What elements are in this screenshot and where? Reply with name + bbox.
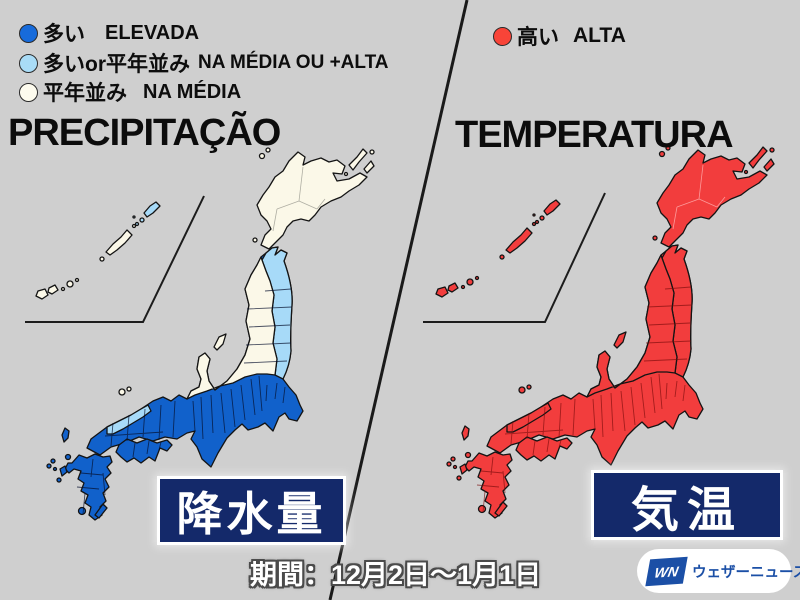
legend-label-latin: ALTA bbox=[573, 24, 626, 47]
legend-dot-light-blue bbox=[19, 53, 38, 73]
weathernews-logo-mark-icon: WN bbox=[645, 556, 688, 586]
legend-label-jp: 平年並み bbox=[43, 82, 127, 105]
legend-dot-white bbox=[19, 82, 38, 102]
legend-label-jp: 多い bbox=[43, 23, 85, 46]
legend-row-high: 高い ALTA bbox=[493, 24, 626, 49]
legend-label-latin: NA MÉDIA bbox=[143, 80, 242, 103]
okinawa-inset-frame-right bbox=[423, 192, 606, 323]
legend-row-normal: 平年並み NA MÉDIA bbox=[19, 80, 242, 105]
precipitation-title: PRECIPITAÇÃO bbox=[8, 112, 281, 154]
forecast-period-text: 期間：12月2日〜1月1日 bbox=[250, 560, 542, 590]
precipitation-badge: 降水量 bbox=[160, 479, 343, 542]
weathernews-logo-text: ウェザーニュース bbox=[692, 564, 800, 581]
legend-row-above-normal: 多い ELEVADA bbox=[19, 21, 200, 46]
japan-map-temperature bbox=[435, 145, 775, 519]
panel-divider-line bbox=[328, 0, 469, 600]
legend-dot-dark-blue bbox=[19, 23, 38, 43]
temperature-badge: 気温 bbox=[594, 473, 780, 537]
legend-row-above-or-normal: 多いor平年並み NA MÉDIA OU +ALTA bbox=[19, 51, 389, 76]
japan-map-precipitation bbox=[35, 147, 375, 521]
legend-dot-red bbox=[493, 26, 512, 46]
legend-label-latin: NA MÉDIA OU +ALTA bbox=[198, 52, 389, 73]
legend-label-jp: 高い bbox=[517, 26, 559, 49]
okinawa-inset-frame-left bbox=[25, 195, 205, 323]
weathernews-logo: WN ウェザーニュース bbox=[637, 549, 800, 593]
legend-label-jp: 多いor平年並み bbox=[43, 53, 190, 76]
temperature-title: TEMPERATURA bbox=[455, 114, 734, 156]
legend-label-latin: ELEVADA bbox=[105, 21, 200, 44]
